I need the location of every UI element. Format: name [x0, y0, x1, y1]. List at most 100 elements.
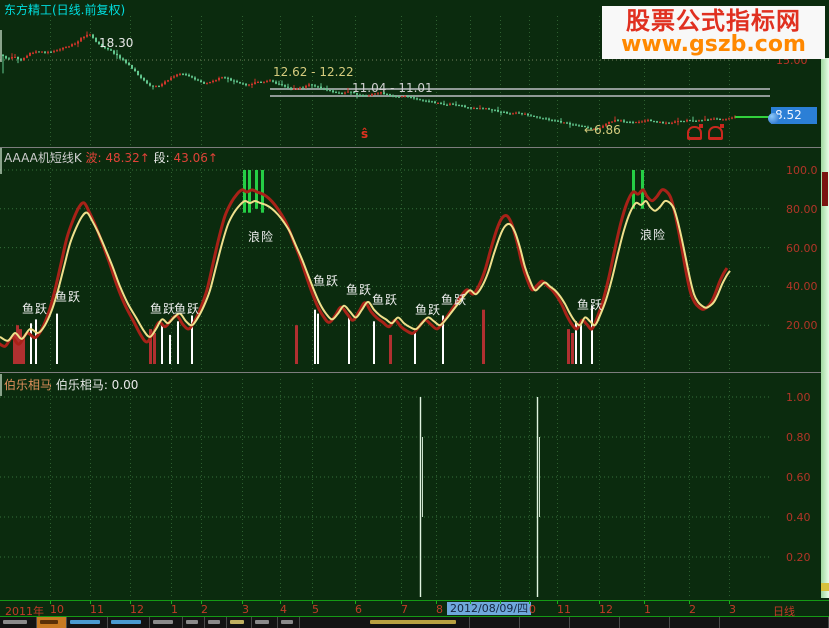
- axis-indicator-label: 60.00: [786, 241, 818, 255]
- period-label[interactable]: 日线: [773, 605, 795, 618]
- axis-tick: [312, 601, 313, 604]
- toolbar-tab-text: [281, 620, 293, 624]
- indicator-title-segment: 波: 48.32↑: [85, 151, 150, 165]
- signal-label-langxian: 浪险: [248, 230, 275, 244]
- signal-label-yuyue: 鱼跃: [55, 290, 82, 304]
- indicator-title-bole-xiangma: 伯乐相马 伯乐相马: 0.00: [4, 376, 138, 393]
- date-axis[interactable]: 2011年 2012/08/09/四 日线 10 11 12 1 2 3 4 5 6 7 8 0 11 1…: [0, 600, 829, 618]
- vertical-scrollbar[interactable]: [821, 58, 829, 598]
- toolbar-tab[interactable]: [37, 617, 67, 628]
- last-price-badge: 8.52: [771, 107, 817, 124]
- toolbar-tab[interactable]: [205, 617, 227, 628]
- axis-tick: [557, 601, 558, 604]
- toolbar-tab-text: [186, 620, 198, 624]
- month-label: 0: [529, 603, 536, 616]
- axis-tick: [50, 601, 51, 604]
- watermark: 股票公式指标网 www.gszb.com: [602, 6, 825, 59]
- signal-label-yuyue: 鱼跃: [174, 302, 201, 316]
- month-label: 2: [689, 603, 696, 616]
- signal-label-yuyue: 鱼跃: [346, 283, 373, 297]
- axis-tick: [130, 601, 131, 604]
- axis-tick: [644, 601, 645, 604]
- price-annotation: 18.30: [99, 36, 134, 50]
- candlestick-chart-canvas[interactable]: [0, 16, 770, 146]
- toolbar-tab[interactable]: [252, 617, 278, 628]
- axis-tick: [242, 601, 243, 604]
- year-label: 2011年: [5, 605, 44, 618]
- indicator-title-segment: 伯乐相马: 0.00: [55, 378, 139, 392]
- month-label: 2: [201, 603, 208, 616]
- axis-tick: [689, 601, 690, 604]
- month-label: 12: [130, 603, 144, 616]
- toolbar-tab[interactable]: [150, 617, 183, 628]
- indicator-chart-canvas[interactable]: [0, 148, 770, 372]
- axis-tick: [90, 601, 91, 604]
- toolbar-tab[interactable]: [300, 617, 470, 628]
- toolbar-tab[interactable]: [570, 617, 620, 628]
- left-edge-strip: [0, 30, 2, 62]
- axis-indicator-label: 0.40: [786, 511, 811, 524]
- spike-chart-canvas[interactable]: [0, 375, 770, 598]
- watermark-line1: 股票公式指标网: [626, 7, 801, 35]
- scrollbar-mark: [821, 583, 829, 591]
- month-label: 11: [557, 603, 571, 616]
- toolbar-tab-text: [230, 620, 244, 624]
- toolbar-tab[interactable]: [620, 617, 670, 628]
- signal-label-yuyue: 鱼跃: [313, 274, 340, 288]
- axis-indicator-label: 0.80: [786, 431, 811, 444]
- toolbar-tab[interactable]: [670, 617, 720, 628]
- month-label: 3: [242, 603, 249, 616]
- axis-tick: [355, 601, 356, 604]
- month-label: 8: [436, 603, 443, 616]
- axis-tick: [171, 601, 172, 604]
- axis-indicator-label: 20.00: [786, 319, 818, 333]
- toolbar-tab-text: [40, 620, 58, 624]
- month-label: 10: [50, 603, 64, 616]
- signal-label-yuyue: 鱼跃: [415, 303, 442, 317]
- price-annotation: 11.04 - 11.01: [352, 81, 433, 95]
- month-label: 11: [90, 603, 104, 616]
- toolbar-tab[interactable]: [183, 617, 205, 628]
- axis-tick: [436, 601, 437, 604]
- indicator-title-short-line-k: AAAA机短线K 波: 48.32↑ 段: 43.06↑: [4, 149, 218, 166]
- stock-title: 东方精工(日线.前复权): [4, 3, 126, 17]
- axis-indicator-label: 1.00: [786, 391, 811, 404]
- toolbar-tab-text: [3, 620, 27, 624]
- indicator-title-segment: AAAA机短线K: [4, 151, 86, 165]
- toolbar-tab[interactable]: [108, 617, 150, 628]
- month-label: 1: [644, 603, 651, 616]
- axis-indicator-label: 80.00: [786, 202, 818, 216]
- toolbar-tab-text: [208, 620, 220, 624]
- axis-tick: [529, 601, 530, 604]
- axis-tick: [401, 601, 402, 604]
- month-label: 1: [171, 603, 178, 616]
- indicator-title-segment: 伯乐相马: [4, 378, 56, 392]
- bottom-toolbar[interactable]: [0, 617, 829, 628]
- toolbar-tab[interactable]: [227, 617, 252, 628]
- toolbar-tab[interactable]: [67, 617, 108, 628]
- toolbar-tab[interactable]: [0, 617, 37, 628]
- left-edge-strip: [0, 148, 2, 174]
- signal-label-yuyue: 鱼跃: [441, 293, 468, 307]
- price-annotation: 12.62 - 12.22: [273, 65, 354, 79]
- cursor-date-badge: 2012/08/09/四: [447, 602, 532, 615]
- month-label: 12: [599, 603, 613, 616]
- toolbar-tab-text: [153, 620, 173, 624]
- axis-tick: [280, 601, 281, 604]
- toolbar-tab-text: [255, 620, 269, 624]
- month-label: 3: [729, 603, 736, 616]
- marker-dot-icon: [768, 113, 779, 124]
- price-annotation: ŝ: [361, 127, 369, 141]
- signal-label-yuyue: 鱼跃: [372, 293, 399, 307]
- toolbar-tab-text: [70, 620, 100, 624]
- toolbar-tab[interactable]: [278, 617, 300, 628]
- signal-label-yuyue: 鱼跃: [577, 298, 604, 312]
- month-label: 6: [355, 603, 362, 616]
- signal-label-yuyue: 鱼跃: [22, 302, 49, 316]
- indicator-title-segment: 段:: [149, 151, 174, 165]
- axis-tick: [729, 601, 730, 604]
- toolbar-tab[interactable]: [520, 617, 570, 628]
- toolbar-tab[interactable]: [470, 617, 520, 628]
- scrollbar-thumb[interactable]: [822, 172, 828, 206]
- toolbar-tab[interactable]: [720, 617, 829, 628]
